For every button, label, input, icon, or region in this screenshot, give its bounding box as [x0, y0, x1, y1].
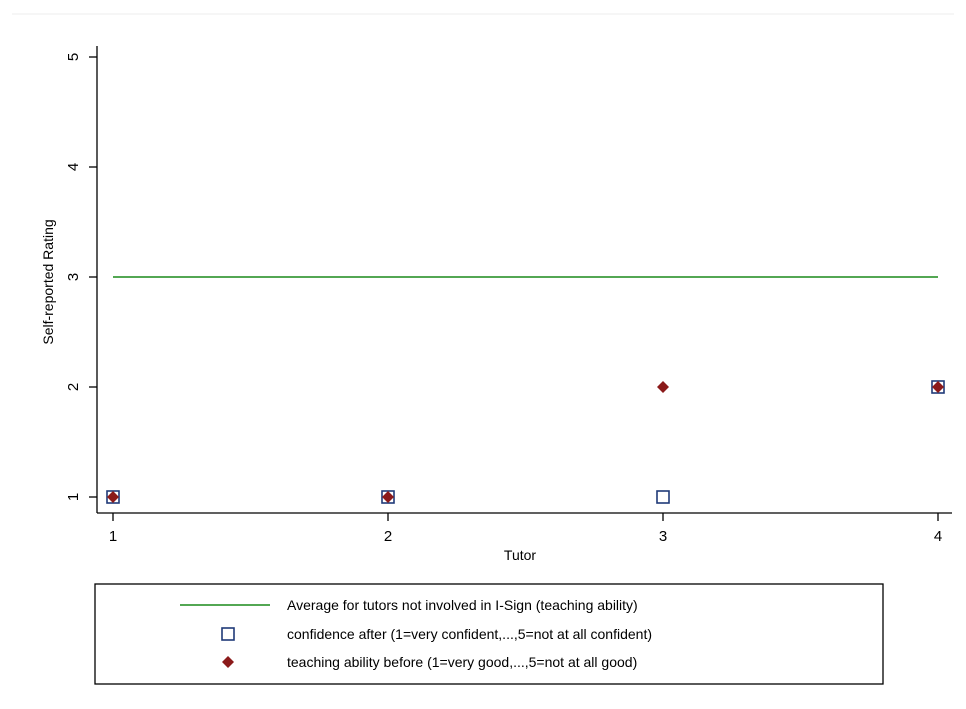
legend: Average for tutors not involved in I-Sig…: [94, 583, 884, 685]
legend-key-square: [221, 627, 235, 641]
series-layer: [106, 276, 945, 504]
y-tick-label-4: 4: [65, 163, 82, 171]
x-axis-title: Tutor: [504, 547, 536, 563]
legend-entry-1: Average for tutors not involved in I-Sig…: [287, 597, 638, 613]
legend-entry-2: confidence after (1=very confident,...,5…: [287, 626, 652, 642]
legend-key-diamond: [222, 656, 234, 668]
y-tick-label-3: 3: [65, 273, 82, 281]
legend-entry-3: teaching ability before (1=very good,...…: [287, 654, 637, 670]
point-teaching-before-4: [932, 381, 944, 393]
x-tick-label-4: 4: [934, 528, 942, 545]
x-tick-label-2: 2: [384, 528, 392, 545]
x-tick-label-1: 1: [109, 528, 117, 545]
y-tick-label-1: 1: [65, 493, 82, 501]
y-tick-label-2: 2: [65, 383, 82, 391]
y-tick-label-5: 5: [65, 53, 82, 61]
point-teaching-before-1: [107, 491, 119, 503]
y-axis-title: Self-reported Rating: [40, 219, 56, 344]
x-tick-label-3: 3: [659, 528, 667, 545]
point-confidence-after-3: [656, 490, 670, 504]
point-teaching-before-3: [657, 381, 669, 393]
axes: 1 2 3 4 5 1 2 3 4: [65, 46, 952, 545]
point-teaching-before-2: [382, 491, 394, 503]
